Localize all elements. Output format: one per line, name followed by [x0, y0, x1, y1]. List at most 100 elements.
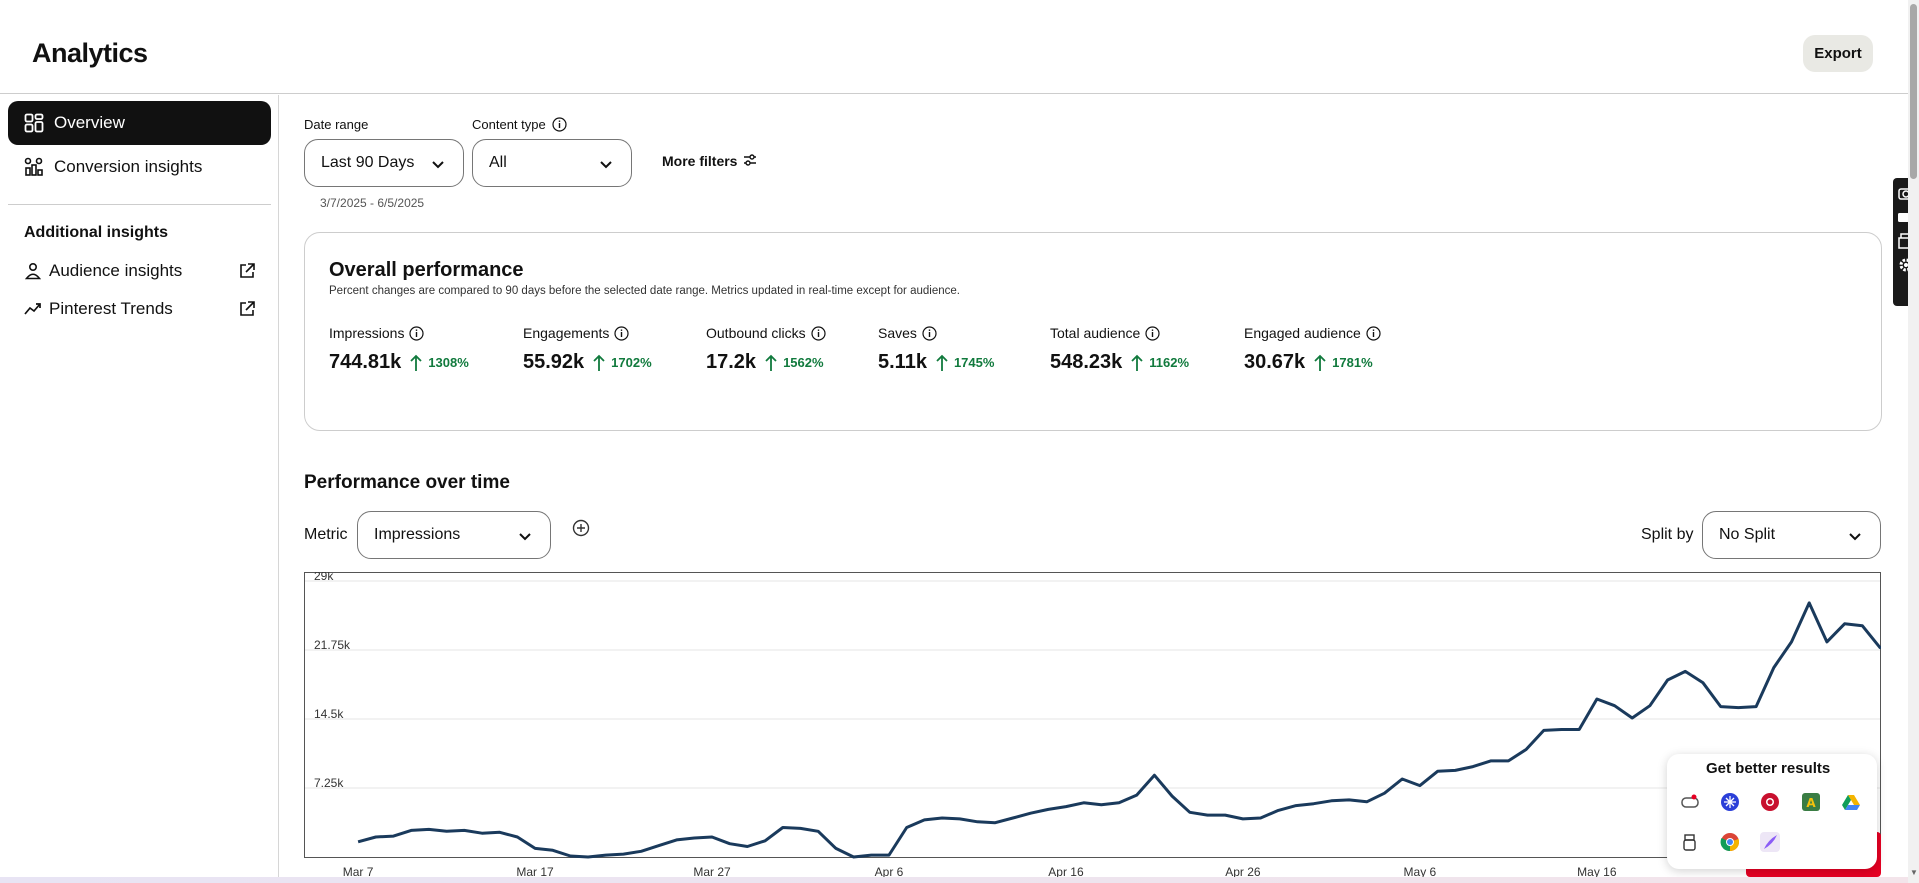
app-header: Analytics Export [0, 0, 1908, 94]
chart-frame [304, 572, 1881, 858]
metric-value: 17.2k [706, 351, 757, 373]
sidebar-link-label: Audience insights [49, 261, 183, 280]
grid-icon [24, 113, 44, 133]
info-icon[interactable] [614, 325, 630, 341]
metric-saves[interactable]: Saves 5.11k 1745% [878, 325, 994, 374]
info-icon[interactable] [552, 117, 567, 132]
x-tick-label: Mar 17 [516, 865, 554, 879]
svg-text:A: A [1806, 796, 1816, 810]
metric-change: 1308% [428, 355, 469, 370]
info-icon[interactable] [811, 325, 826, 341]
scrollbar-track[interactable] [1908, 0, 1919, 883]
metric-label: Impressions [329, 325, 405, 341]
sidebar-item-label: Overview [54, 113, 125, 132]
metric-label: Outbound clicks [706, 325, 806, 341]
metric-total-audience[interactable]: Total audience 548.23k 1162% [1050, 325, 1189, 374]
sidebar-divider [8, 204, 271, 205]
overall-performance-subtitle: Percent changes are compared to 90 days … [329, 285, 960, 297]
usb-icon[interactable] [1680, 832, 1700, 852]
person-icon [24, 262, 42, 280]
trend-icon [24, 300, 42, 318]
external-link-icon [238, 300, 256, 318]
sidebar-link-audience-insights[interactable]: Audience insights [24, 256, 256, 286]
metric-change: 1562% [783, 355, 824, 370]
content-type-label: Content type [472, 117, 546, 132]
quill-icon[interactable] [1760, 832, 1780, 852]
scroll-down-arrow[interactable]: ▼ [1910, 868, 1918, 877]
x-tick-label: May 6 [1404, 865, 1437, 879]
chevron-down-icon [431, 157, 445, 171]
font-app-icon[interactable]: A [1801, 792, 1821, 812]
metric-outbound-clicks[interactable]: Outbound clicks 17.2k 1562% [706, 325, 826, 374]
info-icon[interactable] [409, 325, 425, 341]
x-tick-label: Apr 6 [875, 865, 904, 879]
impressions-chart[interactable]: 7.25k 14.5k 21.75k 29k Mar 7 Mar 17 Mar 27 Apr … [304, 569, 1919, 883]
metric-impressions[interactable]: Impressions 744.81k 1308% [329, 325, 469, 374]
gamepad-icon[interactable] [1680, 792, 1700, 812]
metric-value: 548.23k [1050, 351, 1123, 373]
metric-value: 30.67k [1244, 351, 1306, 373]
additional-insights-heading: Additional insights [24, 224, 168, 241]
metric-engaged-audience[interactable]: Engaged audience 30.67k 1781% [1244, 325, 1381, 374]
metric-change: 1781% [1332, 355, 1373, 370]
arrow-up-icon [1314, 354, 1326, 371]
chevron-down-icon [599, 157, 613, 171]
overall-performance-card: Overall performance Percent changes are … [304, 232, 1882, 431]
sidebar-item-conversion-insights[interactable]: Conversion insights [8, 145, 271, 189]
scrollbar-thumb[interactable] [1910, 4, 1917, 179]
sidebar: Overview Conversion insights Additional … [0, 95, 279, 883]
more-filters-label: More filters [662, 153, 738, 169]
y-tick-label: 14.5k [314, 707, 344, 721]
metric-change: 1162% [1149, 355, 1190, 370]
info-icon[interactable] [1145, 325, 1160, 341]
content-type-select[interactable]: All [472, 139, 632, 187]
metric-engagements[interactable]: Engagements 55.92k 1702% [523, 325, 652, 374]
x-tick-label: Mar 7 [343, 865, 374, 879]
sidebar-item-overview[interactable]: Overview [8, 101, 271, 145]
date-range-text: 3/7/2025 - 6/5/2025 [320, 196, 425, 210]
y-tick-label: 29k [314, 572, 334, 583]
performance-over-time-title: Performance over time [304, 472, 510, 493]
metric-label: Engagements [523, 325, 610, 341]
split-by-value: No Split [1719, 526, 1776, 543]
split-by-select[interactable]: No Split [1702, 511, 1881, 559]
arrow-up-icon [936, 354, 948, 371]
arrow-up-icon [765, 354, 777, 371]
x-tick-label: Apr 26 [1225, 865, 1261, 879]
conversion-icon [24, 157, 44, 177]
export-button[interactable]: Export [1803, 35, 1873, 72]
split-by-label: Split by [1641, 526, 1694, 543]
external-link-icon [238, 262, 256, 280]
add-metric-icon[interactable] [572, 519, 590, 537]
x-tick-label: Apr 16 [1048, 865, 1084, 879]
info-icon[interactable] [1366, 325, 1381, 341]
sidebar-link-label: Pinterest Trends [49, 299, 173, 318]
y-tick-label: 7.25k [314, 776, 344, 790]
content-type-label-row: Content type [472, 117, 567, 132]
get-better-results-popup[interactable]: Get better results A [1667, 754, 1877, 869]
chrome-icon[interactable] [1720, 832, 1740, 852]
metric-value: 744.81k [329, 351, 402, 373]
x-tick-label: May 16 [1577, 865, 1617, 879]
metric-select-value: Impressions [374, 526, 461, 543]
date-range-value: Last 90 Days [321, 154, 415, 171]
metric-change: 1745% [953, 355, 995, 370]
sliders-icon [743, 153, 757, 169]
record-icon[interactable] [1760, 792, 1780, 812]
sidebar-link-pinterest-trends[interactable]: Pinterest Trends [24, 294, 256, 324]
chevron-down-icon [518, 529, 532, 543]
metric-label: Engaged audience [1244, 325, 1361, 341]
drive-icon[interactable] [1841, 792, 1861, 812]
more-filters-button[interactable]: More filters [662, 153, 757, 169]
page-title: Analytics [32, 38, 148, 68]
content-type-value: All [489, 154, 507, 171]
info-icon[interactable] [922, 325, 937, 341]
metric-value: 5.11k [878, 351, 927, 373]
metric-select[interactable]: Impressions [357, 511, 551, 559]
chart-svg: 7.25k 14.5k 21.75k 29k Mar 7 Mar 17 Mar 27 Apr … [304, 569, 1919, 879]
date-range-label: Date range [304, 117, 369, 132]
date-range-select[interactable]: Last 90 Days [304, 139, 464, 187]
y-tick-label: 21.75k [314, 638, 351, 652]
impressions-series-line [357, 601, 1917, 859]
blue-app-icon[interactable] [1720, 792, 1740, 812]
